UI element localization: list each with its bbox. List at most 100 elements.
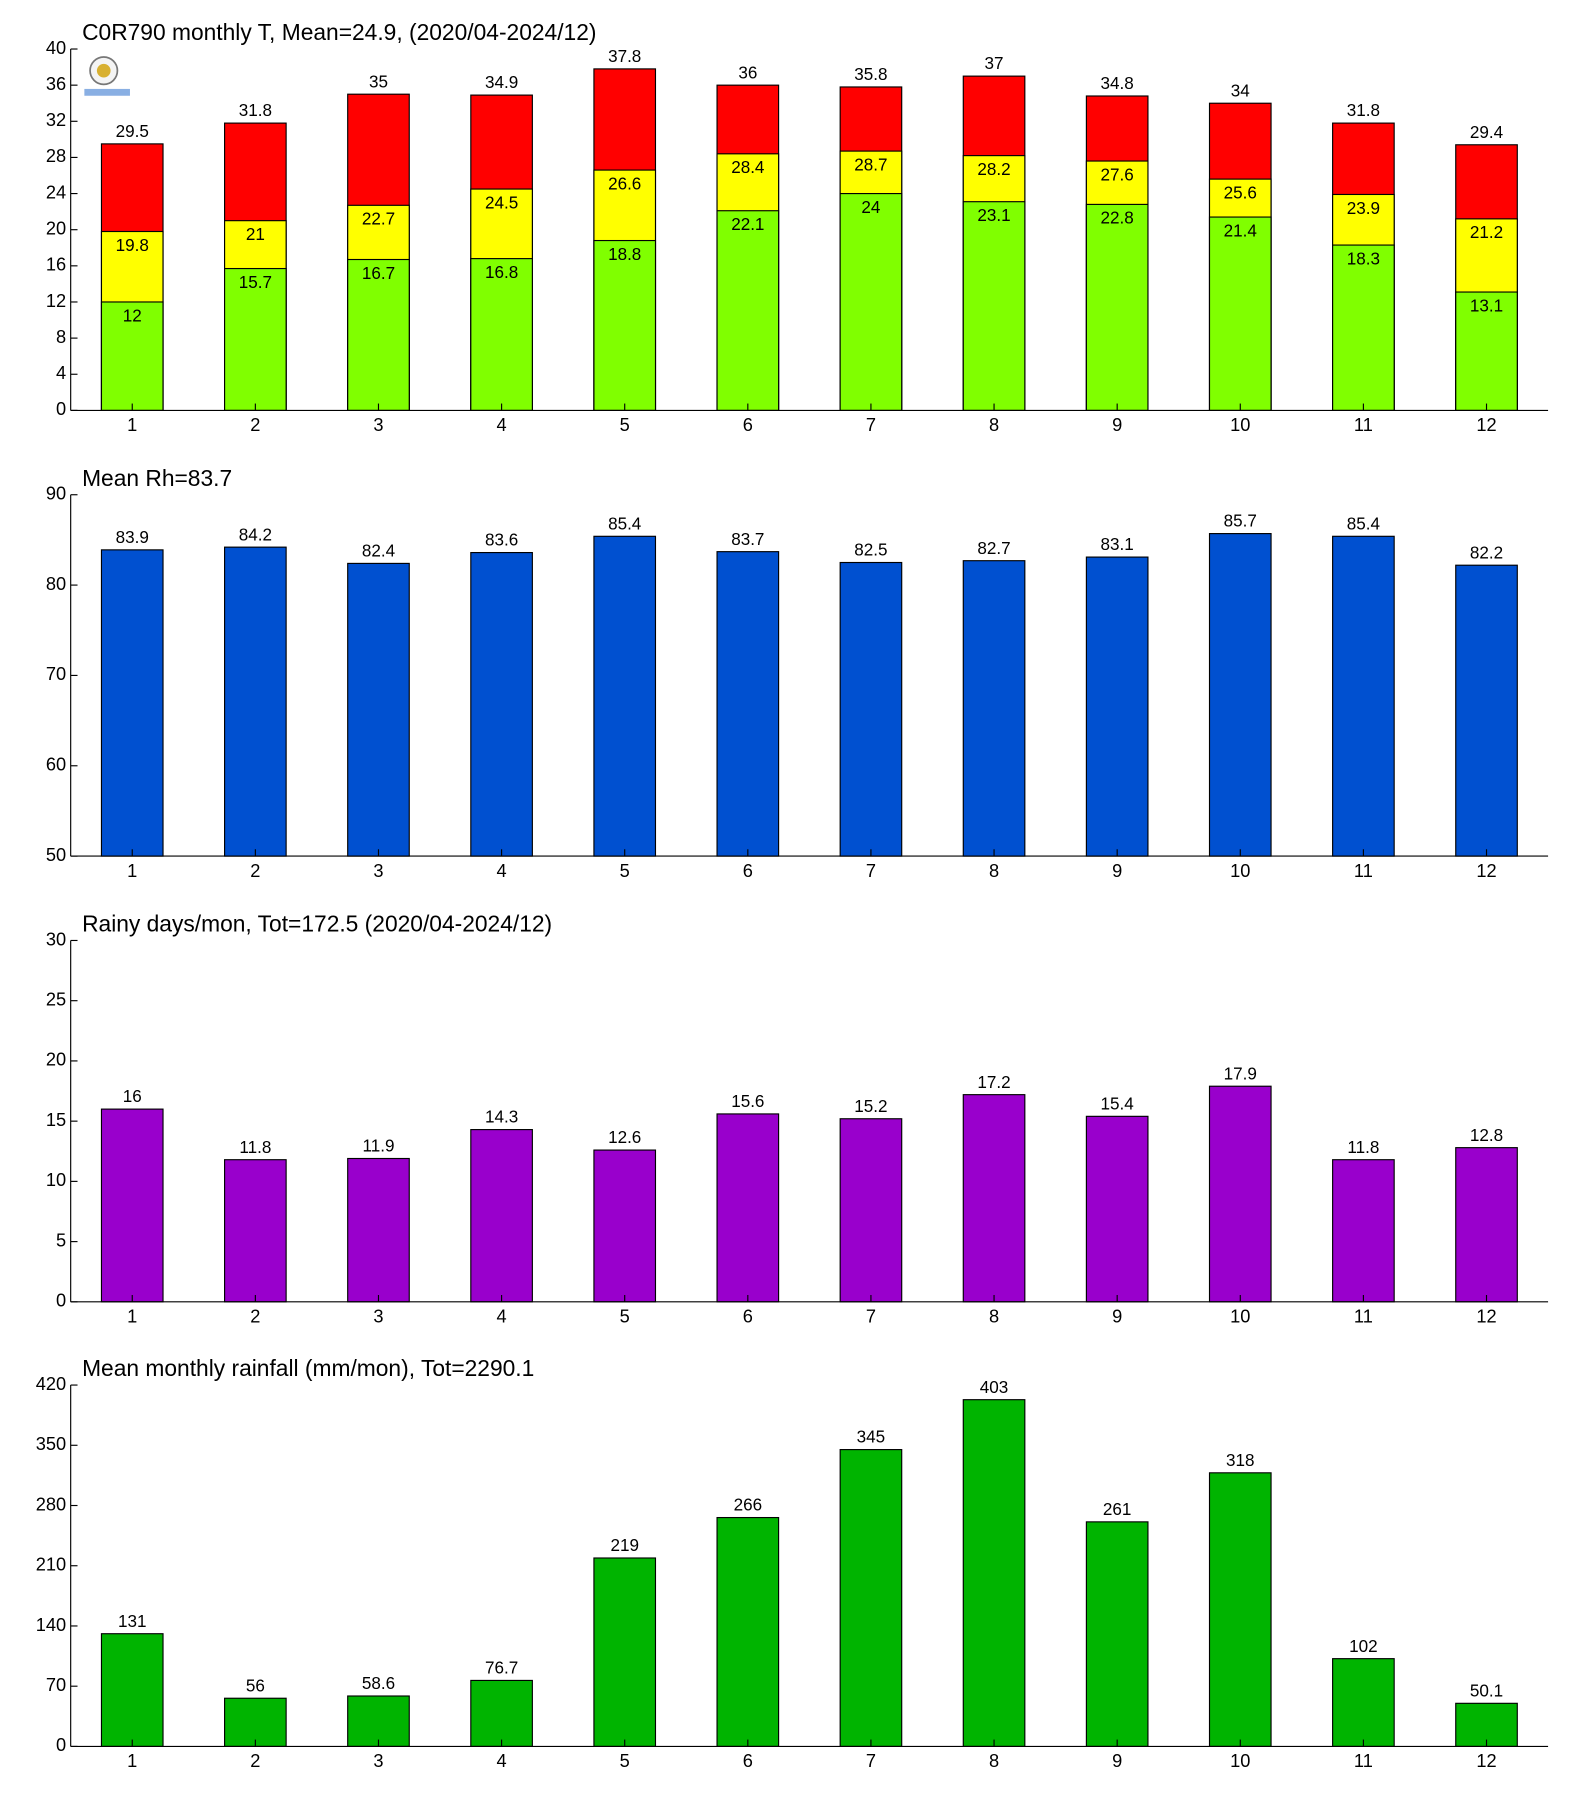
- y-tick-label: 10: [46, 1169, 66, 1190]
- bar: [962, 1399, 1026, 1747]
- y-tick-label: 80: [46, 573, 66, 594]
- bar: [1332, 1658, 1395, 1747]
- x-tick-label: 3: [373, 1306, 383, 1327]
- value-label: 131: [118, 1612, 147, 1631]
- value-label: 11.8: [1347, 1138, 1379, 1157]
- x-tick-label: 9: [1112, 1750, 1122, 1771]
- y-tick-label: 15: [46, 1109, 66, 1130]
- y-tick-label: 420: [36, 1373, 66, 1394]
- x-tick-label: 4: [497, 414, 507, 435]
- value-label: 12: [123, 306, 142, 325]
- x-tick-label: 6: [743, 1750, 753, 1771]
- value-label: 15.7: [239, 273, 272, 292]
- value-label: 17.9: [1224, 1064, 1257, 1083]
- bar: [1208, 1472, 1272, 1747]
- x-tick-label: 6: [743, 414, 753, 435]
- value-label: 35.8: [854, 65, 887, 84]
- y-tick-label: 350: [36, 1433, 66, 1454]
- value-label: 34: [1231, 81, 1250, 100]
- x-tick-label: 1: [127, 860, 137, 881]
- bar: [1455, 1702, 1518, 1747]
- chart-title: Rainy days/mon, Tot=172.5 (2020/04-2024/…: [82, 911, 552, 937]
- x-tick-label: 1: [127, 1750, 137, 1771]
- bar: [224, 1159, 287, 1303]
- y-tick-label: 12: [46, 290, 66, 311]
- y-tick-label: 210: [36, 1554, 66, 1575]
- value-label: 22.8: [1101, 209, 1134, 228]
- value-label: 21: [246, 225, 265, 244]
- bar: [1085, 556, 1149, 857]
- bar: [839, 192, 903, 411]
- x-tick-label: 1: [127, 1306, 137, 1327]
- value-label: 58.6: [362, 1674, 395, 1693]
- y-tick-label: 28: [46, 145, 66, 166]
- bar: [1455, 1147, 1518, 1303]
- y-tick-label: 32: [46, 109, 66, 130]
- y-tick-label: 5: [56, 1229, 66, 1250]
- x-tick-label: 6: [743, 860, 753, 881]
- x-tick-label: 7: [866, 1306, 876, 1327]
- bar: [470, 1129, 533, 1303]
- x-tick-label: 11: [1354, 1750, 1373, 1771]
- value-label: 26.6: [608, 174, 641, 193]
- bar: [839, 1449, 903, 1747]
- value-label: 15.4: [1101, 1094, 1134, 1113]
- value-label: 11.9: [362, 1137, 394, 1156]
- x-tick-label: 12: [1476, 1750, 1496, 1771]
- bar: [347, 1695, 410, 1747]
- x-tick-label: 8: [989, 1750, 999, 1771]
- value-label: 12.8: [1470, 1126, 1503, 1145]
- y-tick-label: 70: [46, 1674, 66, 1695]
- y-tick-label: 20: [46, 218, 66, 239]
- x-tick-label: 5: [620, 1750, 630, 1771]
- value-label: 22.7: [362, 210, 395, 229]
- value-label: 82.5: [854, 541, 887, 560]
- x-tick-label: 5: [620, 860, 630, 881]
- value-label: 37.8: [608, 47, 641, 66]
- y-tick-label: 0: [56, 1290, 66, 1311]
- x-tick-label: 4: [497, 1750, 507, 1771]
- value-label: 13.1: [1470, 296, 1503, 315]
- y-tick-label: 90: [46, 483, 66, 504]
- bar: [100, 1108, 164, 1303]
- value-label: 23.1: [977, 206, 1010, 225]
- value-label: 21.2: [1470, 223, 1503, 242]
- chart-title: C0R790 monthly T, Mean=24.9, (2020/04-20…: [82, 19, 596, 45]
- bar: [470, 258, 533, 411]
- y-tick-label: 8: [56, 326, 66, 347]
- value-label: 37: [985, 54, 1004, 73]
- value-label: 18.3: [1347, 249, 1380, 268]
- y-tick-label: 24: [46, 181, 66, 202]
- bar: [962, 560, 1026, 857]
- x-tick-label: 12: [1476, 1306, 1496, 1327]
- x-tick-label: 4: [497, 1306, 507, 1327]
- y-tick-label: 30: [46, 928, 66, 949]
- x-tick-label: 5: [620, 414, 630, 435]
- bar: [716, 551, 780, 857]
- value-label: 16.8: [485, 263, 518, 282]
- x-tick-label: 7: [866, 860, 876, 881]
- y-tick-label: 40: [46, 37, 66, 58]
- value-label: 17.2: [977, 1073, 1010, 1092]
- x-tick-label: 11: [1354, 860, 1373, 881]
- value-label: 14.3: [485, 1108, 518, 1127]
- value-label: 318: [1226, 1451, 1255, 1470]
- x-tick-label: 12: [1476, 414, 1496, 435]
- value-label: 83.9: [116, 528, 149, 547]
- bar: [347, 562, 410, 857]
- x-tick-label: 10: [1230, 860, 1250, 881]
- bar: [593, 1557, 657, 1747]
- bar: [593, 535, 657, 857]
- bar: [962, 1094, 1026, 1303]
- value-label: 11.8: [239, 1138, 271, 1157]
- value-label: 345: [857, 1428, 886, 1447]
- x-tick-label: 11: [1354, 414, 1373, 435]
- x-tick-label: 2: [250, 1750, 260, 1771]
- value-label: 22.1: [731, 215, 764, 234]
- value-label: 85.4: [1347, 514, 1380, 533]
- bar: [1085, 1115, 1149, 1303]
- bar: [1208, 216, 1272, 411]
- bar: [100, 301, 164, 411]
